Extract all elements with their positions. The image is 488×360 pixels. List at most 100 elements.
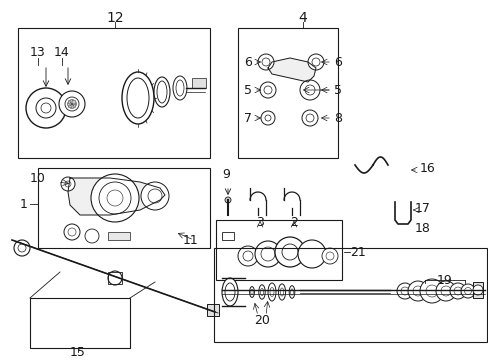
Ellipse shape (173, 76, 186, 100)
Circle shape (91, 174, 139, 222)
Text: 5: 5 (244, 84, 251, 96)
Ellipse shape (258, 285, 264, 299)
Circle shape (302, 110, 317, 126)
Text: 18: 18 (414, 221, 430, 234)
Ellipse shape (290, 289, 293, 295)
Circle shape (440, 286, 450, 296)
Bar (214, 248, 486, 342)
Ellipse shape (176, 80, 183, 96)
Circle shape (254, 241, 281, 267)
Ellipse shape (280, 288, 283, 296)
Circle shape (18, 244, 26, 252)
Text: 7: 7 (244, 112, 251, 125)
Circle shape (311, 58, 319, 66)
Text: 15: 15 (70, 346, 86, 359)
Circle shape (224, 197, 230, 203)
Ellipse shape (269, 288, 273, 297)
Circle shape (407, 281, 427, 301)
Circle shape (260, 82, 275, 98)
Polygon shape (267, 58, 315, 82)
Circle shape (321, 248, 337, 264)
Circle shape (36, 98, 56, 118)
Circle shape (148, 189, 162, 203)
Circle shape (73, 102, 77, 106)
Circle shape (299, 80, 319, 100)
Ellipse shape (154, 77, 170, 107)
Text: 13: 13 (30, 45, 46, 58)
Circle shape (261, 247, 274, 261)
Circle shape (26, 88, 66, 128)
Circle shape (297, 240, 325, 268)
Circle shape (59, 91, 85, 117)
Circle shape (419, 279, 443, 303)
Ellipse shape (222, 278, 238, 306)
Text: 6: 6 (333, 55, 341, 68)
Bar (108, 272, 122, 284)
Text: 17: 17 (414, 202, 430, 215)
Circle shape (64, 224, 80, 240)
Circle shape (68, 228, 76, 236)
Circle shape (449, 283, 465, 299)
Circle shape (464, 288, 470, 294)
Circle shape (305, 85, 314, 95)
Circle shape (72, 100, 76, 104)
Circle shape (108, 271, 122, 285)
Circle shape (261, 111, 274, 125)
Text: 3: 3 (256, 216, 264, 229)
Circle shape (282, 244, 297, 260)
Circle shape (396, 283, 412, 299)
Bar (222, 232, 234, 240)
Circle shape (435, 281, 455, 301)
Bar (18, 28, 209, 158)
Bar (206, 304, 219, 316)
Ellipse shape (224, 283, 235, 301)
Bar (108, 232, 130, 240)
Circle shape (238, 246, 258, 266)
Text: 12: 12 (106, 11, 123, 25)
Circle shape (70, 99, 74, 103)
Text: 2: 2 (289, 216, 297, 229)
Text: 9: 9 (222, 168, 229, 181)
Ellipse shape (127, 78, 149, 118)
Circle shape (307, 54, 324, 70)
Text: 21: 21 (349, 246, 365, 258)
Circle shape (61, 177, 75, 191)
Circle shape (68, 100, 72, 104)
Bar (38, 168, 209, 248)
Circle shape (274, 237, 305, 267)
Text: 5: 5 (333, 84, 341, 96)
Circle shape (85, 229, 99, 243)
Circle shape (460, 284, 474, 298)
Ellipse shape (157, 81, 167, 103)
Circle shape (70, 105, 74, 109)
Text: 6: 6 (244, 55, 251, 68)
Ellipse shape (260, 288, 263, 296)
Ellipse shape (250, 289, 253, 295)
Circle shape (107, 190, 123, 206)
Polygon shape (68, 178, 164, 215)
Circle shape (67, 102, 71, 106)
Circle shape (65, 97, 79, 111)
Circle shape (400, 287, 408, 295)
Bar (472, 282, 482, 298)
Circle shape (264, 86, 271, 94)
Text: 19: 19 (436, 274, 452, 287)
Text: 16: 16 (419, 162, 435, 175)
Bar (238, 28, 337, 158)
Circle shape (68, 104, 72, 108)
Circle shape (258, 54, 273, 70)
Text: 8: 8 (333, 112, 341, 125)
Circle shape (305, 114, 313, 122)
Ellipse shape (288, 286, 294, 298)
Bar (216, 220, 341, 280)
Circle shape (65, 181, 71, 187)
Text: 14: 14 (54, 45, 70, 58)
Circle shape (453, 287, 461, 295)
Bar (30, 298, 130, 348)
Circle shape (412, 286, 422, 296)
Text: 10: 10 (30, 171, 46, 184)
Circle shape (99, 182, 131, 214)
Circle shape (264, 115, 270, 121)
Text: 20: 20 (254, 314, 269, 327)
Text: 4: 4 (298, 11, 307, 25)
